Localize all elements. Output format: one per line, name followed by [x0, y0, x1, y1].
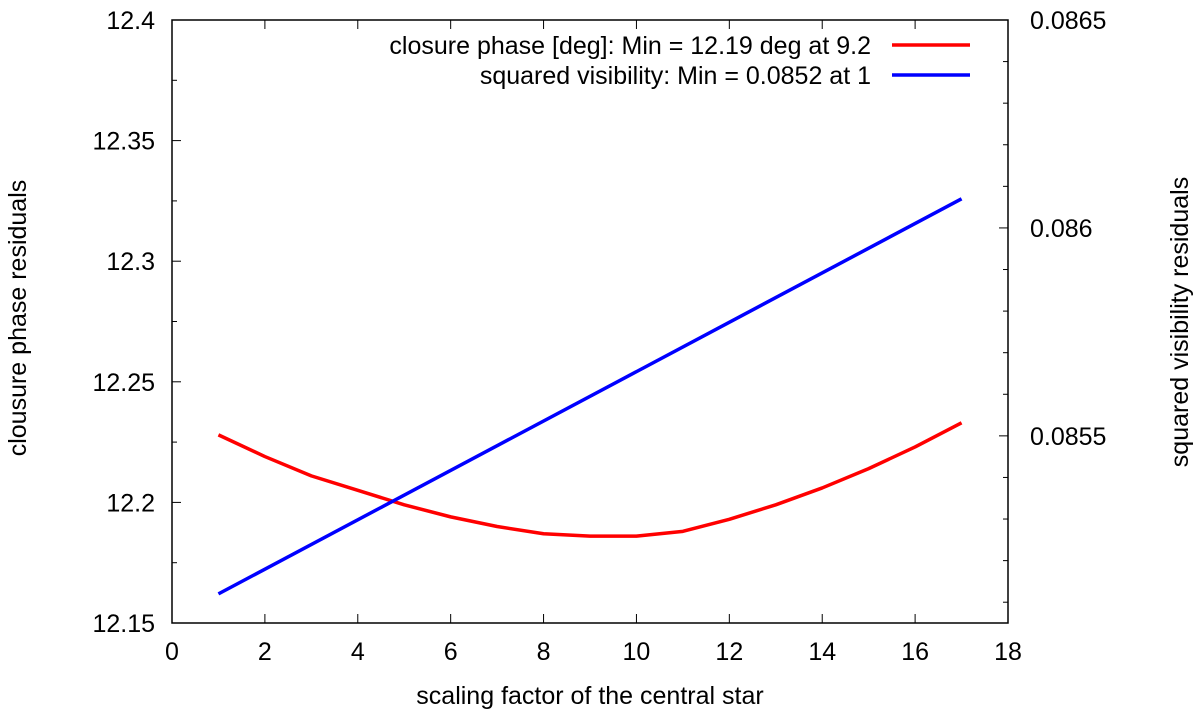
- y-tick-label: 12.35: [92, 128, 155, 156]
- y-tick-label: 12.4: [106, 7, 155, 35]
- y2-tick-label: 0.0855: [1030, 423, 1106, 451]
- x-tick-label: 10: [623, 638, 651, 666]
- x-tick-label: 4: [351, 638, 365, 666]
- x-tick-label: 16: [901, 638, 929, 666]
- x-tick-label: 6: [444, 638, 458, 666]
- y2-tick-label: 0.0865: [1030, 7, 1106, 35]
- y2-axis-title: squared visibility residuals: [1166, 177, 1194, 467]
- x-tick-label: 18: [994, 638, 1022, 666]
- ticks-layer: [171, 19, 1009, 624]
- y2-tick-label: 0.086: [1030, 215, 1093, 243]
- x-tick-label: 14: [808, 638, 836, 666]
- x-tick-label: 0: [165, 638, 179, 666]
- legend-label: squared visibility: Min = 0.0852 at 1: [480, 62, 871, 90]
- x-axis-title: scaling factor of the central star: [416, 682, 763, 710]
- x-tick-label: 12: [715, 638, 743, 666]
- series-layer: [217, 197, 963, 596]
- series-line-squared-visibility: [217, 197, 963, 596]
- series-line-closure-phase: [217, 421, 963, 538]
- labels-layer: 0 2 4 6 8 10 12 14 16 18 12.15 12.2 12.25 12.3 12.35 12…: [92, 7, 1106, 666]
- y-tick-label: 12.3: [106, 248, 155, 276]
- legend: closure phase [deg]: Min = 12.19 deg at …: [389, 32, 970, 90]
- y-tick-label: 12.2: [106, 489, 155, 517]
- legend-label: closure phase [deg]: Min = 12.19 deg at …: [389, 32, 871, 60]
- x-tick-label: 8: [537, 638, 551, 666]
- y-tick-label: 12.15: [92, 610, 155, 638]
- x-tick-label: 2: [258, 638, 272, 666]
- y-axis-title: clousure phase residuals: [4, 180, 32, 457]
- plot-frame: [171, 19, 1009, 624]
- y-tick-label: 12.25: [92, 369, 155, 397]
